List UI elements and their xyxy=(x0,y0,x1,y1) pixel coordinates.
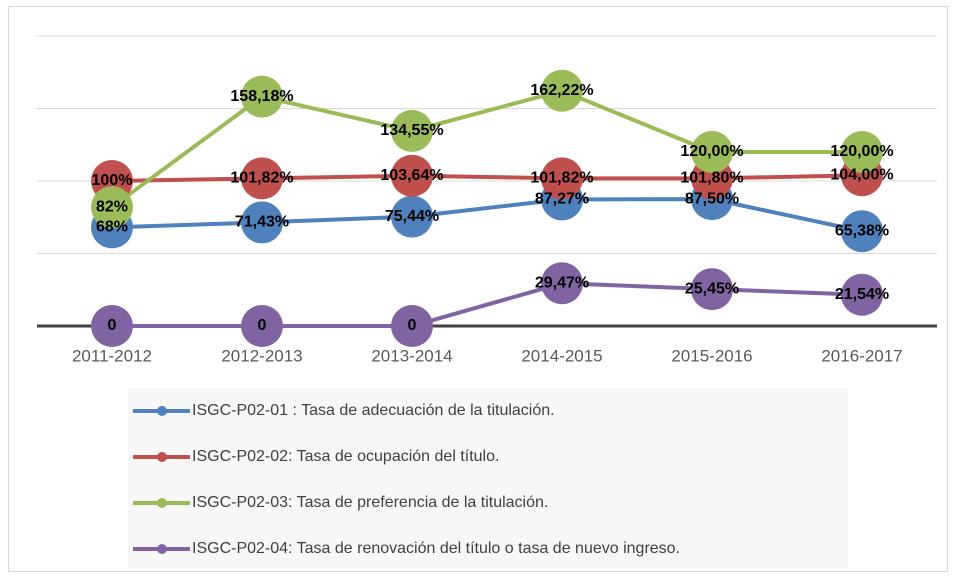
data-label: 134,55% xyxy=(380,122,443,139)
marker xyxy=(91,186,133,229)
series-line xyxy=(111,173,863,183)
data-label: 75,44% xyxy=(385,208,439,225)
marker xyxy=(91,305,133,347)
data-label: 101,82% xyxy=(530,170,593,187)
data-label: 29,47% xyxy=(535,274,589,291)
data-label: 104,00% xyxy=(830,166,893,183)
legend-label: ISGC-P02-02: Tasa de ocupación del títul… xyxy=(192,448,499,465)
data-label: 100% xyxy=(92,172,133,189)
series-line xyxy=(110,88,862,209)
data-label: 87,50% xyxy=(685,190,739,207)
x-tick-label: 2012-2013 xyxy=(221,346,302,365)
data-label: 21,54% xyxy=(835,286,889,303)
marker xyxy=(691,131,733,173)
marker xyxy=(841,210,883,253)
x-tick-label: 2013-2014 xyxy=(371,346,452,365)
data-label: 82% xyxy=(96,198,128,215)
data-label: 65,38% xyxy=(835,222,889,239)
data-label: 25,45% xyxy=(685,280,739,297)
marker xyxy=(541,262,583,305)
data-label: 0 xyxy=(108,317,117,334)
legend-marker xyxy=(157,452,167,462)
legend-marker xyxy=(157,406,167,416)
marker xyxy=(241,75,283,118)
legend-marker xyxy=(157,498,167,508)
marker xyxy=(391,305,433,347)
legend-marker xyxy=(157,544,167,554)
legend-label: ISGC-P02-01 : Tasa de adecuación de la t… xyxy=(192,402,555,419)
marker xyxy=(391,109,433,152)
legend-box xyxy=(128,388,848,568)
marker xyxy=(541,69,583,112)
x-tick-label: 2016-2017 xyxy=(821,346,902,365)
data-label: 71,43% xyxy=(235,214,289,231)
data-label: 103,64% xyxy=(380,167,443,184)
data-label: 162,22% xyxy=(530,82,593,99)
series-line xyxy=(112,281,863,328)
marker xyxy=(391,154,433,197)
data-label: 101,80% xyxy=(680,170,743,187)
x-tick-label: 2015-2016 xyxy=(671,346,752,365)
series-line xyxy=(111,197,863,234)
marker xyxy=(391,195,433,238)
data-label: 101,82% xyxy=(230,170,293,187)
data-label: 0 xyxy=(258,317,267,334)
data-label: 120,00% xyxy=(830,143,893,160)
data-label: 120,00% xyxy=(680,143,743,160)
marker xyxy=(241,157,283,200)
marker xyxy=(841,273,883,316)
marker xyxy=(541,157,583,200)
legend-label: ISGC-P02-04: Tasa de renovación del títu… xyxy=(192,540,680,557)
marker xyxy=(691,268,733,311)
legend-label: ISGC-P02-03: Tasa de preferencia de la t… xyxy=(192,494,548,511)
marker xyxy=(241,305,283,347)
x-tick-label: 2014-2015 xyxy=(521,346,602,365)
x-tick-label: 2011-2012 xyxy=(72,346,152,365)
data-label: 87,27% xyxy=(535,191,589,208)
data-label: 158,18% xyxy=(230,88,293,105)
marker xyxy=(841,131,883,173)
data-label: 68% xyxy=(96,219,128,236)
data-label: 0 xyxy=(408,317,417,334)
marker xyxy=(241,201,283,244)
